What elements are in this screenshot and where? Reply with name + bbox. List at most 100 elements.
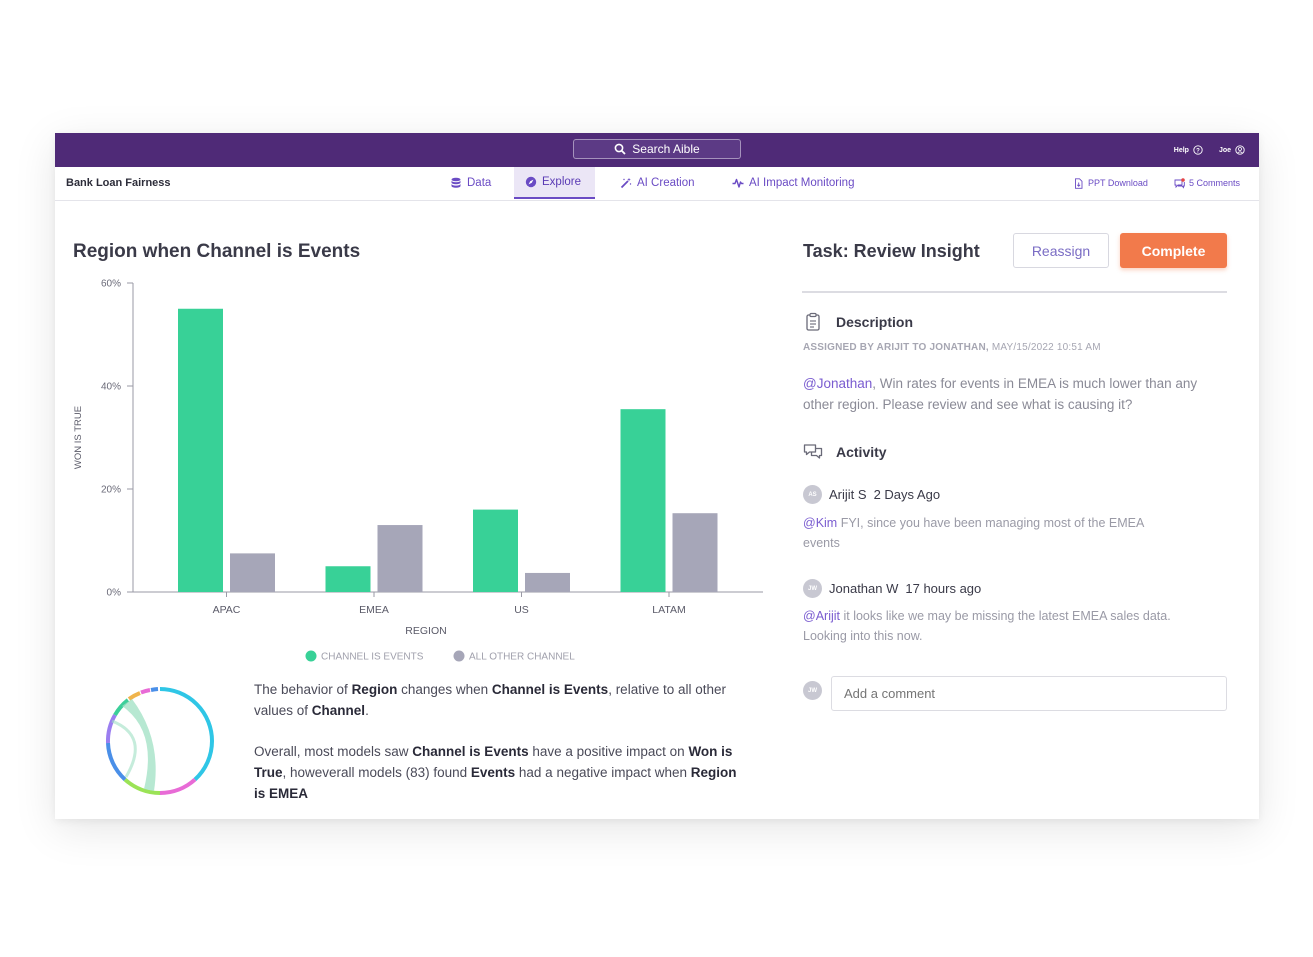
chord-arc bbox=[159, 687, 214, 742]
y-tick-label: 0% bbox=[107, 588, 122, 599]
tab-explore[interactable]: Explore bbox=[514, 167, 595, 199]
nav-bar: Bank Loan Fairness Data Explore AI Creat… bbox=[55, 167, 1259, 201]
chord-arc bbox=[140, 688, 151, 695]
comment-icon bbox=[1174, 177, 1185, 189]
activity-author: JW Jonathan W 17 hours ago bbox=[803, 579, 981, 598]
avatar: JW bbox=[803, 681, 822, 700]
tab-data[interactable]: Data bbox=[439, 167, 502, 199]
author-name: Arijit S bbox=[829, 487, 867, 502]
x-tick-label: LATAM bbox=[652, 604, 685, 616]
tab-ai-impact-monitoring[interactable]: AI Impact Monitoring bbox=[721, 167, 865, 199]
y-axis-label: WON IS TRUE bbox=[73, 406, 84, 469]
activity-comment: @Arijit it looks like we may be missing … bbox=[803, 606, 1183, 646]
activity-author: AS Arijit S 2 Days Ago bbox=[803, 485, 940, 504]
explanation-text: . bbox=[365, 703, 369, 718]
tab-data-label: Data bbox=[467, 177, 492, 189]
chord-diagram bbox=[105, 687, 215, 796]
assigned-by: ASSIGNED BY ARIJIT TO JONATHAN, MAY/15/2… bbox=[803, 342, 1101, 353]
database-icon bbox=[451, 177, 461, 188]
svg-text:?: ? bbox=[1196, 148, 1200, 154]
bar-latam-0 bbox=[620, 409, 666, 592]
bar-latam-1 bbox=[672, 513, 718, 592]
chord-arc bbox=[159, 777, 197, 796]
comments-link[interactable]: 5 Comments bbox=[1174, 167, 1240, 199]
y-tick-label: 40% bbox=[101, 382, 121, 393]
mention-link[interactable]: @Arijit bbox=[803, 609, 840, 623]
legend-swatch bbox=[305, 650, 317, 662]
tab-ai-creation-label: AI Creation bbox=[637, 177, 695, 189]
x-tick-label: US bbox=[514, 604, 529, 616]
bar-emea-1 bbox=[377, 525, 423, 592]
bold-term: Events bbox=[470, 765, 516, 780]
magic-wand-icon bbox=[620, 177, 632, 189]
x-tick-label: EMEA bbox=[359, 604, 389, 616]
legend-label: CHANNEL IS EVENTS bbox=[321, 652, 424, 663]
activity-comment-body: it looks like we may be missing the late… bbox=[803, 609, 1171, 643]
chord-arc bbox=[193, 740, 215, 781]
description-body: , Win rates for events in EMEA is much l… bbox=[803, 376, 1198, 412]
legend-label: ALL OTHER CHANNEL bbox=[469, 652, 575, 663]
bar-apac-0 bbox=[178, 308, 223, 592]
y-tick-label: 20% bbox=[101, 485, 121, 496]
help-icon: ? bbox=[1193, 145, 1203, 155]
bold-term: Won is True bbox=[254, 744, 733, 780]
explanation-text: , relative to all other values of bbox=[254, 682, 726, 718]
ppt-download-link[interactable]: PPT Download bbox=[1073, 167, 1148, 199]
activity-time: 17 hours ago bbox=[905, 581, 982, 596]
description-heading-label: Description bbox=[836, 314, 914, 330]
chart-title: Region when Channel is Events bbox=[73, 241, 361, 262]
assigned-by-label: ASSIGNED BY ARIJIT TO JONATHAN, bbox=[803, 342, 989, 353]
comments-label: 5 Comments bbox=[1189, 178, 1241, 188]
top-bar: Search Aible Help ? Joe bbox=[55, 133, 1259, 167]
chord-arc bbox=[105, 713, 117, 744]
divider bbox=[802, 291, 1227, 293]
mention-link[interactable]: @Kim bbox=[803, 516, 838, 530]
bar-us-1 bbox=[525, 572, 570, 592]
explanation-paragraph-1: The behavior of Region changes when Chan… bbox=[254, 679, 744, 721]
chord-arc bbox=[113, 698, 130, 717]
explanation-text: The behavior of bbox=[254, 682, 352, 697]
assigned-time: MAY/15/2022 10:51 AM bbox=[991, 342, 1101, 353]
search-box[interactable]: Search Aible bbox=[573, 139, 741, 159]
y-tick-label: 60% bbox=[101, 279, 121, 290]
chord-arc bbox=[150, 687, 159, 692]
project-name: Bank Loan Fairness bbox=[66, 177, 171, 189]
user-menu[interactable]: Joe bbox=[1219, 145, 1245, 155]
author-name: Jonathan W bbox=[829, 581, 899, 596]
bar-apac-1 bbox=[230, 553, 275, 592]
tab-ai-creation[interactable]: AI Creation bbox=[609, 167, 706, 199]
help-link[interactable]: Help ? bbox=[1174, 145, 1203, 155]
search-label: Search Aible bbox=[632, 142, 700, 156]
bold-term: Region bbox=[351, 682, 398, 697]
clipboard-icon bbox=[806, 312, 820, 331]
activity-comment-body: FYI, since you have been managing most o… bbox=[803, 516, 1144, 550]
chord-arc bbox=[127, 691, 141, 701]
add-comment-input[interactable] bbox=[831, 676, 1227, 711]
app-window: Search Aible Help ? Joe Bank Loan Fairne… bbox=[55, 133, 1259, 819]
explanation-text: have a positive impact on bbox=[528, 744, 689, 759]
reassign-button[interactable]: Reassign bbox=[1013, 233, 1109, 268]
bar-us-0 bbox=[473, 509, 518, 592]
tab-ai-impact-monitoring-label: AI Impact Monitoring bbox=[749, 177, 855, 189]
complete-button[interactable]: Complete bbox=[1120, 233, 1227, 268]
explanation-text: Overall, most models saw bbox=[254, 744, 413, 759]
user-label: Joe bbox=[1218, 146, 1231, 154]
activity-time: 2 Days Ago bbox=[873, 487, 941, 502]
bold-term: Channel is Events bbox=[412, 744, 529, 759]
bold-term: Channel is Events bbox=[491, 682, 609, 697]
chat-bubbles-icon bbox=[803, 444, 823, 459]
explanation-paragraph-2: Overall, most models saw Channel is Even… bbox=[254, 741, 744, 804]
insight-explanation: The behavior of Region changes when Chan… bbox=[254, 679, 744, 824]
chord-ribbon bbox=[122, 699, 156, 791]
x-tick-label: APAC bbox=[213, 604, 241, 616]
explanation-text: changes when bbox=[397, 682, 492, 697]
search-icon bbox=[614, 143, 626, 155]
legend-swatch bbox=[453, 650, 465, 662]
bold-term: Region is EMEA bbox=[254, 765, 737, 801]
explanation-text: had a negative impact when bbox=[515, 765, 691, 780]
file-icon bbox=[1075, 177, 1083, 189]
bold-term: Channel bbox=[311, 703, 366, 718]
user-icon bbox=[1235, 145, 1245, 155]
tab-explore-label: Explore bbox=[542, 176, 581, 188]
mention-link[interactable]: @Jonathan bbox=[803, 376, 873, 391]
